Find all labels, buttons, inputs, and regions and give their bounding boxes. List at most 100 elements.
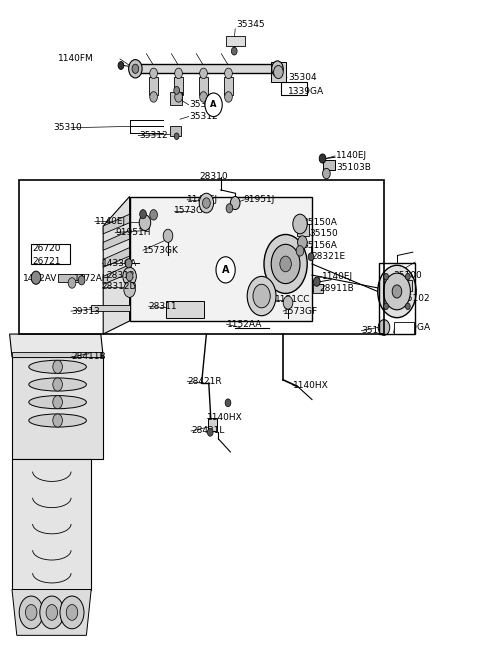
Circle shape (150, 68, 157, 79)
Text: 1472AH: 1472AH (74, 274, 110, 283)
Circle shape (225, 92, 232, 102)
Circle shape (53, 396, 62, 409)
Circle shape (298, 236, 307, 249)
Polygon shape (10, 334, 103, 357)
Circle shape (293, 214, 307, 234)
Circle shape (280, 256, 291, 272)
Polygon shape (12, 458, 91, 590)
Text: A: A (210, 100, 217, 109)
Bar (58, 274, 84, 282)
Bar (394, 322, 414, 334)
Text: 1151CC: 1151CC (275, 295, 310, 305)
Circle shape (384, 303, 388, 310)
Text: 28312: 28312 (107, 271, 135, 280)
Text: 1140EJ: 1140EJ (95, 217, 126, 226)
Text: 1339GA: 1339GA (288, 87, 324, 96)
Circle shape (78, 276, 85, 285)
Bar (224, 77, 233, 95)
Circle shape (283, 296, 293, 309)
Circle shape (200, 68, 207, 79)
Circle shape (31, 271, 41, 284)
Circle shape (319, 154, 326, 163)
Ellipse shape (29, 414, 86, 427)
Text: A: A (222, 265, 229, 275)
Circle shape (296, 246, 304, 256)
Text: 28411B: 28411B (71, 352, 106, 362)
Bar (137, 64, 276, 73)
Circle shape (25, 605, 37, 620)
Text: 28310: 28310 (199, 172, 228, 181)
Circle shape (19, 596, 43, 629)
Circle shape (53, 414, 62, 427)
Text: 1339GA: 1339GA (395, 323, 431, 332)
Text: 35312: 35312 (139, 131, 168, 140)
Circle shape (225, 399, 231, 407)
Circle shape (216, 257, 235, 283)
Circle shape (207, 428, 213, 436)
Circle shape (60, 596, 84, 629)
Text: 1140EJ: 1140EJ (322, 272, 353, 281)
Bar (170, 126, 181, 136)
Text: 1433CA: 1433CA (102, 259, 137, 268)
Text: 35103B: 35103B (336, 162, 371, 172)
Circle shape (126, 272, 133, 281)
Bar (170, 92, 182, 105)
Circle shape (66, 605, 78, 620)
Bar (281, 82, 307, 95)
Circle shape (123, 267, 136, 286)
Text: 35150: 35150 (310, 229, 338, 238)
Circle shape (129, 60, 142, 78)
Bar (174, 77, 183, 95)
Polygon shape (103, 265, 130, 284)
Ellipse shape (29, 396, 86, 409)
Bar (271, 62, 286, 82)
Circle shape (175, 68, 182, 79)
Text: 1140EJ: 1140EJ (336, 151, 367, 160)
Ellipse shape (29, 378, 86, 391)
Circle shape (53, 378, 62, 391)
Text: 26720: 26720 (33, 244, 61, 253)
Text: 91951H: 91951H (115, 228, 151, 237)
Circle shape (125, 259, 132, 268)
Circle shape (174, 86, 180, 94)
Circle shape (40, 596, 64, 629)
Circle shape (378, 265, 416, 318)
Polygon shape (12, 357, 103, 458)
Circle shape (203, 198, 210, 208)
Circle shape (53, 360, 62, 373)
Circle shape (230, 196, 240, 210)
Circle shape (384, 273, 410, 310)
Circle shape (406, 303, 410, 310)
Polygon shape (103, 231, 130, 250)
Circle shape (406, 273, 410, 280)
Circle shape (124, 282, 135, 297)
Bar (91, 305, 130, 311)
Circle shape (174, 133, 179, 140)
Bar (199, 77, 208, 95)
Text: 1152AA: 1152AA (227, 320, 262, 329)
Circle shape (226, 204, 233, 213)
Polygon shape (103, 196, 130, 334)
Circle shape (200, 92, 207, 102)
Circle shape (46, 605, 58, 620)
Bar (297, 224, 309, 236)
Text: 28312D: 28312D (102, 282, 137, 291)
Bar (149, 77, 158, 95)
Ellipse shape (29, 360, 86, 373)
Text: 35101: 35101 (361, 326, 390, 335)
Circle shape (231, 47, 237, 55)
Polygon shape (103, 248, 130, 267)
Text: 35312: 35312 (190, 112, 218, 121)
Text: 1140HX: 1140HX (207, 413, 243, 422)
Text: 35309: 35309 (190, 100, 218, 109)
Circle shape (225, 68, 232, 79)
Circle shape (139, 215, 151, 231)
Circle shape (313, 277, 320, 286)
Bar (313, 284, 323, 293)
Text: 28311: 28311 (149, 302, 178, 311)
Bar (323, 160, 335, 170)
Circle shape (323, 168, 330, 179)
Bar (19, 180, 384, 334)
Circle shape (132, 64, 139, 73)
Text: 1573GF: 1573GF (283, 307, 318, 316)
